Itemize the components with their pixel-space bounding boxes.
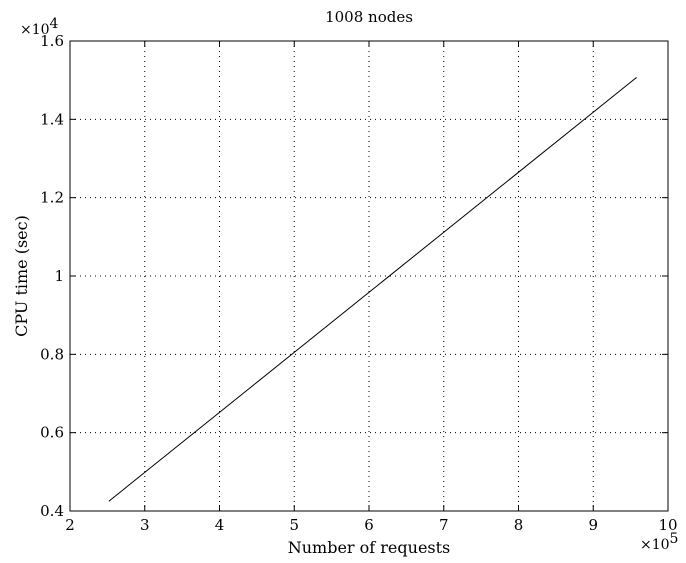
y-tick-label: 0.6 xyxy=(40,424,64,442)
y-axis-multiplier: ×104 xyxy=(20,16,59,38)
x-tick-label: 3 xyxy=(140,516,150,534)
x-multiplier-base: ×10 xyxy=(640,537,670,553)
x-tick-label: 5 xyxy=(289,516,299,534)
series-line xyxy=(108,77,637,502)
x-tick-label: 9 xyxy=(588,516,598,534)
grid-lines xyxy=(70,41,668,511)
x-multiplier-exponent: 5 xyxy=(670,531,679,547)
y-axis-label: CPU time (sec) xyxy=(12,215,31,337)
y-multiplier-exponent: 4 xyxy=(50,16,59,32)
y-tick-label: 0.8 xyxy=(40,345,64,363)
x-axis-label: Number of requests xyxy=(288,538,451,557)
y-tick-label: 1.2 xyxy=(40,189,64,207)
x-tick-label: 4 xyxy=(215,516,225,534)
axis-ticks: 2 3 4 5 6 7 8 9 10 0.4 0.6 0.8 1 1.2 1.4 1.6 xyxy=(40,32,677,534)
y-tick-label: 0.4 xyxy=(40,502,64,520)
series-group xyxy=(108,77,637,502)
x-tick-label: 2 xyxy=(65,516,75,534)
x-tick-label: 10 xyxy=(658,516,677,534)
chart-title: 1008 nodes xyxy=(325,8,413,26)
y-tick-label: 1.6 xyxy=(40,32,64,50)
y-multiplier-base: ×10 xyxy=(20,22,50,38)
x-tick-label: 8 xyxy=(514,516,524,534)
x-tick-label: 7 xyxy=(439,516,449,534)
x-tick-label: 6 xyxy=(364,516,374,534)
x-axis-multiplier: ×105 xyxy=(640,531,678,553)
y-tick-label: 1 xyxy=(54,267,64,285)
y-tick-label: 1.4 xyxy=(40,110,64,128)
